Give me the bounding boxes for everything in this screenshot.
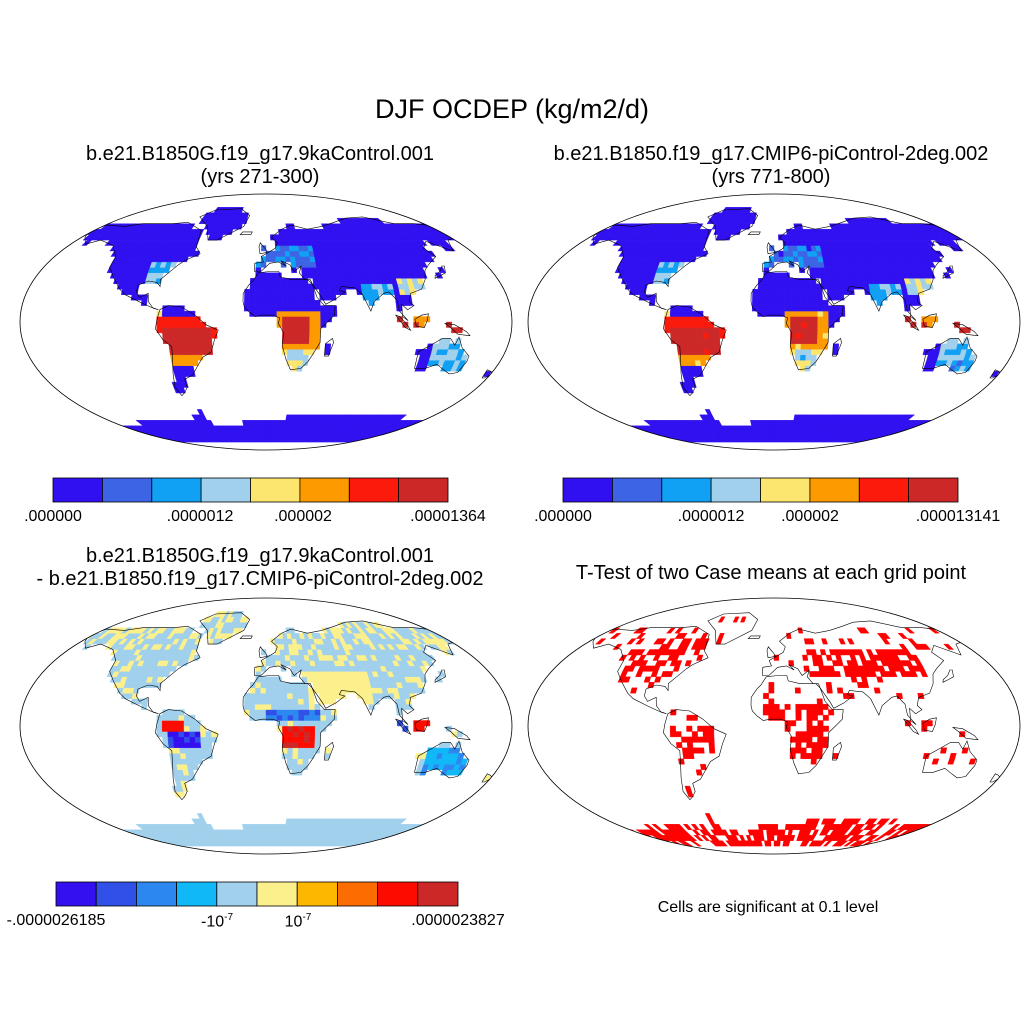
cb3-label-pos-exp: -7: [302, 912, 312, 923]
panel4-title: T-Test of two Case means at each grid po…: [575, 562, 967, 584]
map-panel1-cells: [81, 207, 492, 443]
colorbar-panel2-swatch: [809, 477, 860, 503]
map-panel3-coastlines: [84, 612, 493, 801]
colorbar-panel2-swatch: [661, 477, 712, 503]
cb3-label-pos: 10-7: [285, 912, 312, 931]
colorbar-panel1-swatch: [398, 477, 449, 503]
colorbar-panel2-swatch: [908, 477, 959, 503]
colorbar-panel2-swatch: [760, 477, 811, 503]
colorbar-panel3-swatch: [95, 881, 137, 907]
map-panel3: [19, 597, 513, 855]
panel2-title: b.e21.B1850.f19_g17.CMIP6-piControl-2deg…: [518, 143, 1024, 189]
figure-title: DJF OCDEP (kg/m2/d): [374, 94, 650, 124]
cb2-label-max: .000013141: [915, 508, 1001, 525]
map-panel4-cells: [594, 616, 977, 847]
colorbar-panel3-swatch: [135, 881, 177, 907]
colorbar-panel1-swatch: [151, 477, 202, 503]
map-panel3-cells: [81, 611, 492, 847]
map-panel2-cells: [589, 207, 1000, 443]
colorbar-panel3-swatch: [176, 881, 218, 907]
colorbar-panel1-swatch: [299, 477, 350, 503]
map-panel2: [527, 193, 1021, 451]
colorbar-panel1-swatch: [250, 477, 301, 503]
cb1-label-max: .00001364: [410, 508, 486, 525]
cb3-label-max: .0000023827: [411, 912, 505, 929]
colorbar-panel1-swatch: [102, 477, 153, 503]
colorbar-panel3-swatch: [336, 881, 378, 907]
cb2-label-min: .000000: [534, 508, 592, 525]
panel1-title-line1: b.e21.B1850G.f19_g17.9kaControl.001: [85, 143, 435, 165]
map-panel4: [527, 597, 1021, 855]
colorbar-panel1-swatch: [348, 477, 400, 503]
cb3-label-min: -.0000026185: [6, 912, 106, 929]
panel2-title-line1: b.e21.B1850.f19_g17.CMIP6-piControl-2deg…: [553, 143, 989, 165]
cb1-label-a: .0000012: [166, 508, 234, 525]
panel3-title: b.e21.B1850G.f19_g17.9kaControl.001 - b.…: [0, 545, 560, 591]
panel3-title-line1: b.e21.B1850G.f19_g17.9kaControl.001: [85, 545, 435, 567]
colorbar-panel2: [562, 477, 959, 503]
colorbar-panel2-swatch: [858, 477, 910, 503]
map-panel1-border: [19, 193, 513, 451]
panel3-title-line2: - b.e21.B1850.f19_g17.CMIP6-piControl-2d…: [36, 568, 484, 590]
map-panel1-coastlines: [84, 208, 493, 397]
colorbar-panel3-swatch: [417, 881, 459, 907]
colorbar-panel1-swatch: [200, 477, 251, 503]
colorbar-panel3: [55, 881, 459, 907]
map-panel2-border: [527, 193, 1021, 451]
cb1-label-min: .000000: [24, 508, 82, 525]
panel1-title-line2: (yrs 271-300): [200, 166, 320, 188]
panel2-title-line2: (yrs 771-800): [711, 166, 831, 188]
cb3-label-pos-base: 10: [284, 913, 303, 931]
cb3-label-neg: -10-7: [201, 912, 233, 931]
colorbar-panel3-swatch: [55, 881, 97, 907]
cb3-label-neg-base: -10: [200, 913, 225, 931]
colorbar-panel2-swatch: [562, 477, 613, 503]
colorbar-panel2-swatch: [612, 477, 663, 503]
colorbar-panel1: [52, 477, 449, 503]
colorbar-panel2-swatch: [710, 477, 761, 503]
map-panel1: [19, 193, 513, 451]
panel1-title: b.e21.B1850G.f19_g17.9kaControl.001 (yrs…: [10, 143, 510, 189]
map-panel4-coastlines: [592, 612, 1001, 801]
colorbar-panel3-swatch: [256, 881, 298, 907]
cb3-label-neg-exp: -7: [224, 912, 234, 923]
cb2-label-a: .0000012: [677, 508, 745, 525]
significance-note: Cells are significant at 0.1 level: [657, 899, 879, 916]
colorbar-panel3-swatch: [216, 881, 258, 907]
cb1-label-b: .000002: [274, 508, 332, 525]
map-panel4-border: [527, 597, 1021, 855]
colorbar-panel1-swatch: [52, 477, 103, 503]
colorbar-panel3-swatch: [377, 881, 419, 907]
map-panel3-border: [19, 597, 513, 855]
colorbar-panel3-swatch: [296, 881, 338, 907]
cb2-label-b: .000002: [781, 508, 839, 525]
map-panel2-coastlines: [592, 208, 1001, 397]
